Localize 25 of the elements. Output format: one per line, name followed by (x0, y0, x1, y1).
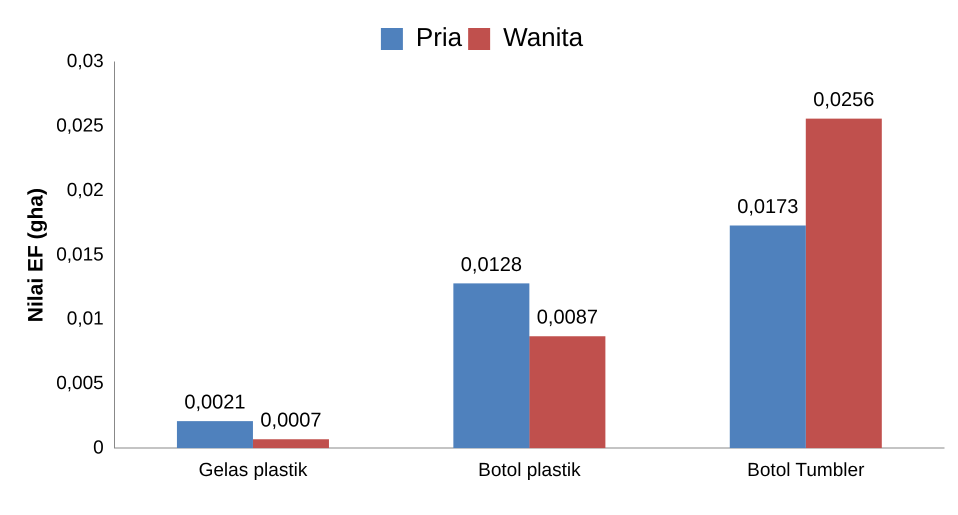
x-tick-label: Gelas plastik (198, 460, 308, 481)
y-tick-label: 0,015 (56, 244, 104, 266)
bar (176, 421, 253, 448)
data-label: 0,0256 (813, 89, 874, 112)
y-tick-label: 0,005 (56, 373, 104, 394)
data-label: 0,0087 (536, 306, 598, 329)
y-tick-label: 0,02 (66, 180, 104, 201)
data-label: 0,0173 (737, 196, 798, 218)
data-label: 0,0007 (260, 410, 322, 432)
y-tick-label: 0,01 (66, 308, 104, 330)
x-tick-label: Botol plastik (478, 460, 582, 481)
bar (806, 118, 882, 448)
x-tick-label: Botol Tumbler (747, 460, 866, 481)
legend-label: Pria (416, 22, 463, 52)
bar (453, 283, 530, 448)
data-label: 0,0128 (460, 254, 522, 276)
data-label: 0,0021 (184, 392, 246, 414)
y-tick-label: 0,03 (66, 51, 104, 72)
legend-label: Wanita (503, 22, 584, 52)
y-tick-label: 0 (93, 437, 104, 458)
bar (730, 225, 806, 448)
y-tick-label: 0,025 (56, 116, 104, 137)
bar (529, 336, 606, 448)
bar (252, 439, 329, 448)
y-axis-title: Nilai EF (gha) (24, 188, 48, 322)
